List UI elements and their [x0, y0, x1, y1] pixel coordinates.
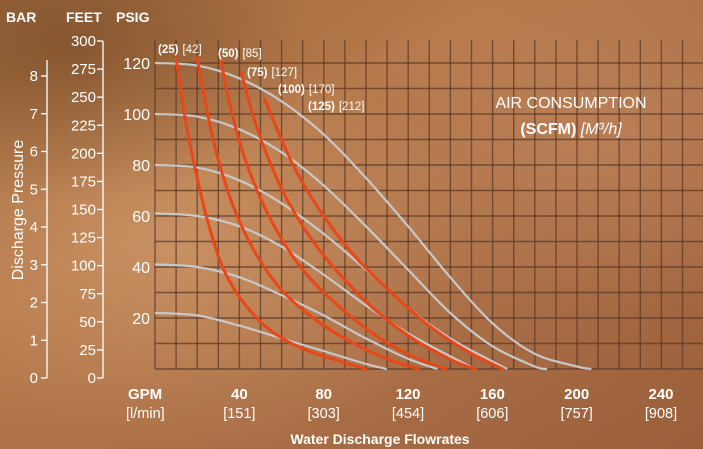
x-axis: GPM [l/min] 40 [151] 80 [303] 120 [454] 160 [60… — [126, 386, 677, 447]
pressure-curve-120 — [154, 61, 592, 371]
x-tick-lpm: [151] — [223, 406, 255, 422]
bar-tick-label: 0 — [30, 370, 38, 387]
psig-axis: PSIG 20 40 60 80 100 120 — [116, 9, 150, 328]
bar-tick-label: 4 — [30, 219, 38, 236]
air-consumption-title-text: AIR CONSUMPTION — [495, 95, 646, 112]
x-tick-gpm: 200 — [564, 386, 589, 403]
subtitle-bold: (SCFM) — [520, 121, 576, 138]
psig-axis-label: PSIG — [116, 9, 150, 25]
x-tick-lpm: [303] — [308, 406, 340, 422]
bar-tick-label: 7 — [30, 106, 38, 123]
air-curve-3 — [239, 71, 477, 371]
subtitle-italic: [M³/h] — [580, 121, 622, 138]
x-tick-gpm: 80 — [315, 386, 332, 403]
feet-axis: FEET 0 25 50 75 100 125 150 175 200 225 250 275 300 — [66, 9, 104, 387]
feet-axis-label: FEET — [66, 9, 102, 25]
x-tick-gpm: 240 — [648, 386, 673, 403]
feet-tick-label: 300 — [71, 33, 96, 50]
air-curve-label: (125) [212] — [308, 101, 364, 113]
bar-axis-label: BAR — [6, 9, 36, 25]
x-tick-gpm: 40 — [231, 386, 248, 403]
bar-tick-label: 8 — [30, 68, 38, 85]
x-tick-lpm: [908] — [645, 406, 677, 422]
air-curve-label: (50) [85] — [218, 48, 262, 60]
air-curve-0 — [174, 56, 368, 371]
feet-tick-label: 75 — [79, 286, 96, 303]
feet-tick-label: 25 — [79, 342, 96, 359]
x-tick-lpm: [606] — [476, 406, 508, 422]
bar-tick-label: 5 — [30, 181, 38, 198]
air-consumption-title: AIR CONSUMPTION (SCFM) [M³/h] — [495, 95, 646, 138]
feet-tick-label: 100 — [71, 258, 96, 275]
y-axis-title: Discharge Pressure — [10, 140, 27, 281]
feet-tick-label: 275 — [71, 61, 96, 78]
psig-tick-label: 100 — [123, 107, 150, 124]
x-tick-lpm: [454] — [392, 406, 424, 422]
feet-tick-label: 150 — [71, 202, 96, 219]
feet-tick-label: 50 — [79, 314, 96, 331]
air-consumption-curves — [174, 56, 505, 371]
x-axis-title: Water Discharge Flowrates — [290, 431, 469, 447]
psig-tick-label: 60 — [132, 209, 150, 226]
x-unit-gpm: GPM — [128, 386, 162, 403]
x-tick-lpm: [757] — [561, 406, 593, 422]
feet-tick-label: 175 — [71, 173, 96, 190]
bar-tick-label: 3 — [30, 257, 38, 274]
feet-tick-label: 0 — [88, 370, 96, 387]
x-unit-lpm: [l/min] — [126, 406, 165, 422]
air-curve-label: (100) [170] — [278, 84, 334, 96]
psig-tick-label: 40 — [132, 260, 150, 277]
feet-tick-label: 225 — [71, 117, 96, 134]
bar-axis: BAR 0 1 2 3 4 5 6 7 8 — [6, 9, 48, 387]
air-curve-4 — [263, 97, 505, 371]
feet-tick-label: 250 — [71, 89, 96, 106]
feet-tick-label: 200 — [71, 145, 96, 162]
pressure-curve-100 — [154, 112, 548, 371]
bar-tick-label: 6 — [30, 144, 38, 161]
air-curve-2 — [218, 56, 448, 371]
pressure-curve-40 — [154, 263, 438, 371]
psig-tick-label: 20 — [132, 311, 150, 328]
feet-tick-label: 125 — [71, 230, 96, 247]
psig-tick-label: 120 — [123, 56, 150, 73]
air-curve-label: (75) [127] — [247, 67, 297, 79]
bar-tick-label: 2 — [30, 295, 38, 312]
air-curve-1 — [195, 56, 420, 371]
air-curve-labels: (25) [42] (50) [85] (75) [127] (100) [170] (125)… — [158, 44, 364, 113]
pressure-curve-80 — [154, 163, 508, 370]
psig-tick-label: 80 — [132, 158, 150, 175]
air-curve-label: (25) [42] — [158, 44, 202, 56]
bar-tick-label: 1 — [30, 332, 38, 349]
x-tick-gpm: 160 — [480, 386, 505, 403]
x-tick-gpm: 120 — [395, 386, 420, 403]
pressure-curve-60 — [154, 212, 476, 370]
air-consumption-subtitle: (SCFM) [M³/h] — [520, 121, 622, 138]
